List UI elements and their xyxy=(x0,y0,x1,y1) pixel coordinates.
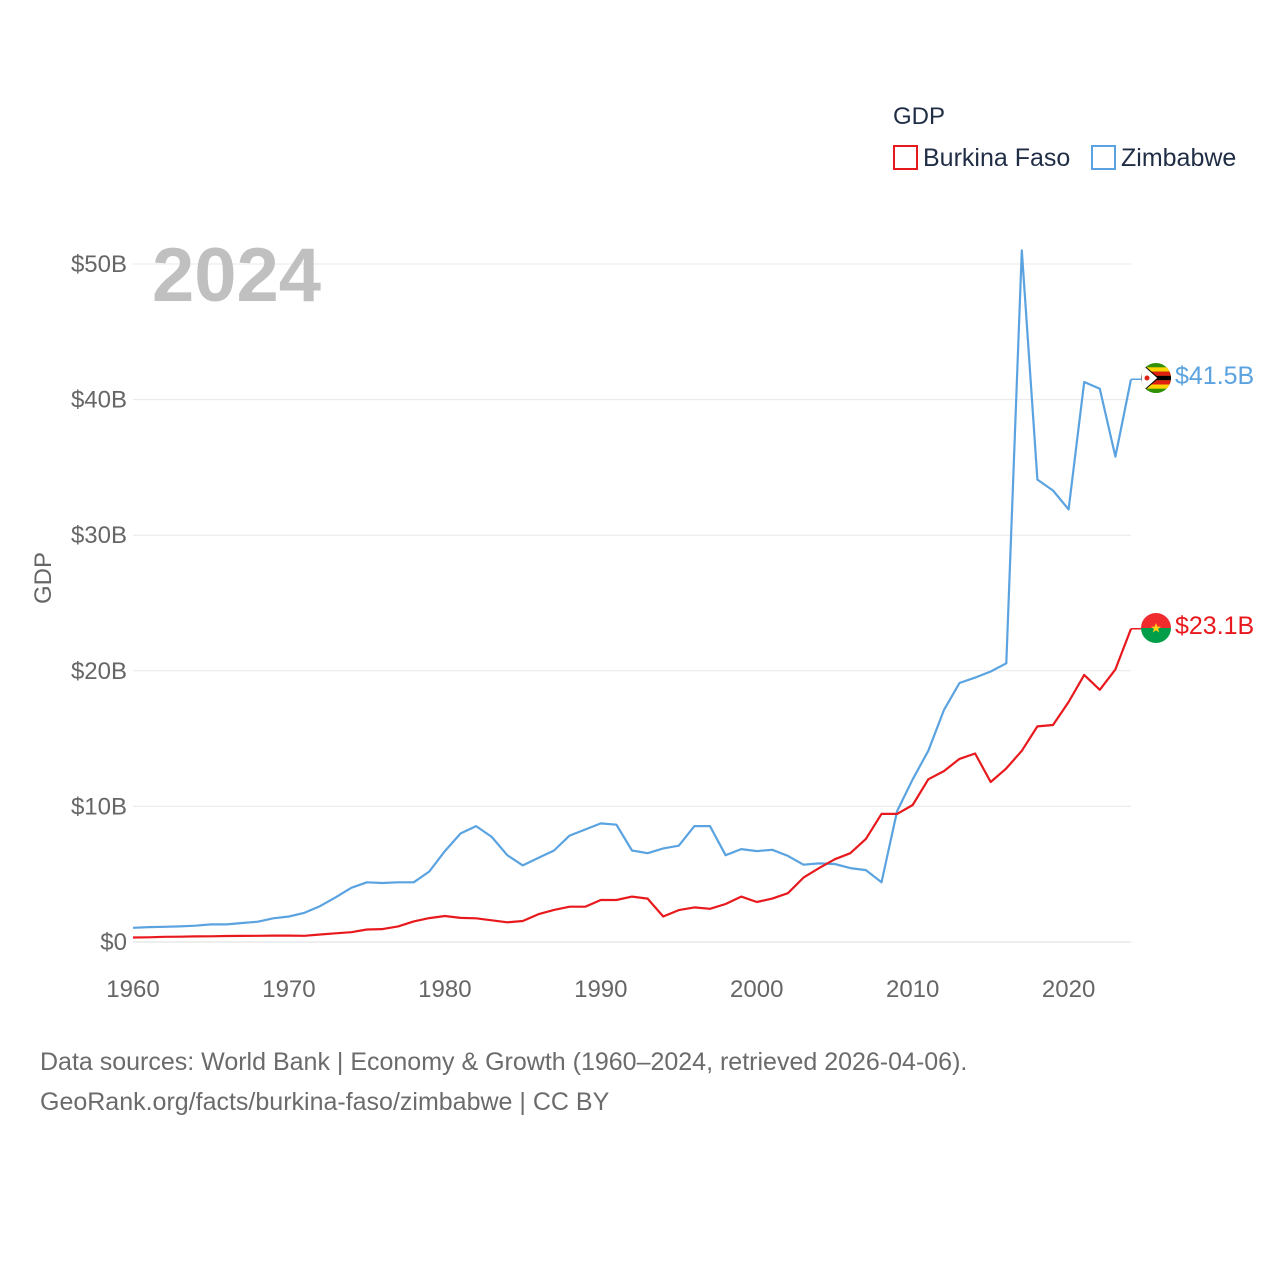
series-lines xyxy=(132,249,1141,939)
y-tick-label: $50B xyxy=(71,251,127,278)
series-line-burkina-faso[interactable] xyxy=(132,628,1133,939)
legend-title: GDP xyxy=(893,103,945,130)
legend-swatch-burkina-faso[interactable] xyxy=(893,145,918,170)
zimbabwe-flag-icon xyxy=(1141,363,1171,393)
data-source-note: Data sources: World Bank | Economy & Gro… xyxy=(40,1042,967,1122)
gridlines xyxy=(133,263,1131,943)
legend-label-zimbabwe[interactable]: Zimbabwe xyxy=(1121,144,1236,172)
x-axis-ticks: 1960 1970 1980 1990 2000 2010 2020 xyxy=(106,976,1095,1003)
source-line-2[interactable]: GeoRank.org/facts/burkina-faso/zimbabwe … xyxy=(40,1088,610,1116)
legend: GDP Burkina Faso Zimbabwe xyxy=(893,103,1236,172)
y-tick-label: $10B xyxy=(71,793,127,820)
burkina-faso-flag-icon xyxy=(1141,613,1171,643)
x-tick-label: 1980 xyxy=(418,976,471,1003)
year-label: 2024 xyxy=(152,233,321,318)
x-tick-label: 1970 xyxy=(262,976,315,1003)
y-axis-label: GDP xyxy=(30,552,57,604)
legend-swatch-zimbabwe[interactable] xyxy=(1091,145,1116,170)
x-tick-label: 1960 xyxy=(106,976,159,1003)
burkina-faso-end-value: $23.1B xyxy=(1175,612,1254,640)
zimbabwe-end-value: $41.5B xyxy=(1175,362,1254,390)
source-line-1: Data sources: World Bank | Economy & Gro… xyxy=(40,1048,968,1076)
y-tick-label: $20B xyxy=(71,658,127,685)
x-tick-label: 2000 xyxy=(730,976,783,1003)
y-tick-label: $0 xyxy=(100,929,127,956)
x-tick-label: 1990 xyxy=(574,976,627,1003)
y-tick-label: $30B xyxy=(71,522,127,549)
legend-label-burkina-faso[interactable]: Burkina Faso xyxy=(923,144,1070,172)
y-axis-ticks: $0 $10B $20B $30B $40B $50B xyxy=(71,251,127,956)
x-tick-label: 2010 xyxy=(886,976,939,1003)
y-tick-label: $40B xyxy=(71,387,127,414)
series-line-zimbabwe[interactable] xyxy=(132,249,1133,929)
x-tick-label: 2020 xyxy=(1042,976,1095,1003)
